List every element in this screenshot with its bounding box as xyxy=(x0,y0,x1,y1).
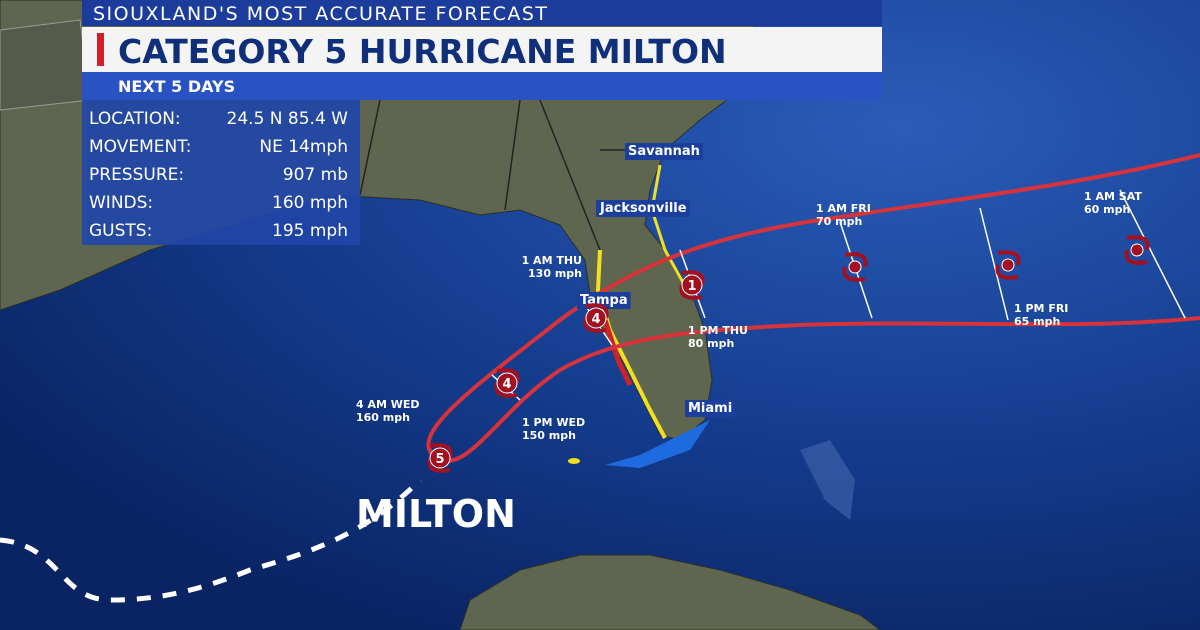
storm-category: 4 xyxy=(502,377,511,392)
info-value: NE 14mph xyxy=(259,137,348,157)
city-label: Savannah xyxy=(628,144,700,159)
state-borders xyxy=(359,99,700,251)
info-value: 160 mph xyxy=(272,193,348,213)
watch-coast-east xyxy=(650,164,692,296)
header-sub-bar xyxy=(82,72,882,100)
forecast-wind: 130 mph xyxy=(528,267,582,280)
warning-coast xyxy=(602,319,633,387)
forecast-time: 1 AM SAT xyxy=(1084,190,1142,203)
storm-icon xyxy=(496,372,518,394)
forecast-time: 1 PM FRI xyxy=(1014,302,1068,315)
header-top-bar xyxy=(82,0,882,26)
forecast-wind: 150 mph xyxy=(522,429,576,442)
info-value: 907 mb xyxy=(283,165,348,185)
keys xyxy=(605,420,710,468)
city-label: Miami xyxy=(688,401,732,416)
overlay: LOCATION: 24.5 N 85.4 W MOVEMENT: NE 14mph P… xyxy=(89,109,1150,536)
storm-swirl xyxy=(427,443,453,473)
forecast-time: 1 AM THU xyxy=(522,254,582,267)
storm-swirl xyxy=(583,303,609,333)
forecast-time: 1 PM WED xyxy=(522,416,585,429)
land-cuba xyxy=(459,554,881,630)
header-title: CATEGORY 5 HURRICANE MILTON xyxy=(118,32,727,71)
watch-coast xyxy=(595,249,667,439)
shoal xyxy=(800,440,855,520)
city-label: Jacksonville xyxy=(599,201,687,216)
forecast-time: 4 AM WED xyxy=(356,398,420,411)
header-title-bar xyxy=(82,27,882,72)
storm-category: 1 xyxy=(687,279,696,294)
storm-name: MILTON xyxy=(356,492,516,536)
land-state xyxy=(0,19,91,111)
past-track xyxy=(0,478,422,603)
city-label-bg xyxy=(625,143,703,160)
info-value: 24.5 N 85.4 W xyxy=(227,109,349,129)
storm-category: 5 xyxy=(435,452,444,467)
header-top: SIOUXLAND'S MOST ACCURATE FORECAST xyxy=(93,3,549,25)
forecast-wind: 60 mph xyxy=(1084,203,1130,216)
storm-icon xyxy=(585,307,607,329)
info-label: WINDS: xyxy=(89,193,153,213)
info-label: MOVEMENT: xyxy=(89,137,192,157)
forecast-wind: 65 mph xyxy=(1014,315,1060,328)
city-label-bg xyxy=(685,400,736,417)
storm-icon xyxy=(1130,243,1144,257)
cone-south xyxy=(439,316,1200,464)
storm-category: 4 xyxy=(591,312,600,327)
storm-icon xyxy=(681,274,703,296)
forecast-wind: 160 mph xyxy=(356,411,410,424)
forecast-wind: 80 mph xyxy=(688,337,734,350)
info-label: PRESSURE: xyxy=(89,165,184,185)
storm-swirl xyxy=(494,368,520,398)
storm-swirl xyxy=(679,270,705,300)
forecast-time: 1 PM THU xyxy=(688,324,748,337)
storm-icon xyxy=(429,447,451,469)
storm-icon xyxy=(1001,258,1015,272)
storm-swirl xyxy=(995,250,1021,280)
storm-icon xyxy=(848,260,862,274)
info-value: 195 mph xyxy=(272,221,348,241)
info-label: GUSTS: xyxy=(89,221,152,241)
storm-swirl xyxy=(842,252,868,282)
header-subtitle: NEXT 5 DAYS xyxy=(118,77,235,96)
storm-swirl xyxy=(1124,235,1150,265)
dry-tortugas xyxy=(568,458,580,464)
cone-north xyxy=(426,153,1200,462)
header-accent xyxy=(97,33,104,66)
info-box xyxy=(82,100,360,245)
city-label-bg xyxy=(596,200,690,217)
forecast-time: 1 AM FRI xyxy=(816,202,871,215)
info-label: LOCATION: xyxy=(89,109,181,129)
forecast-wind: 70 mph xyxy=(816,215,862,228)
